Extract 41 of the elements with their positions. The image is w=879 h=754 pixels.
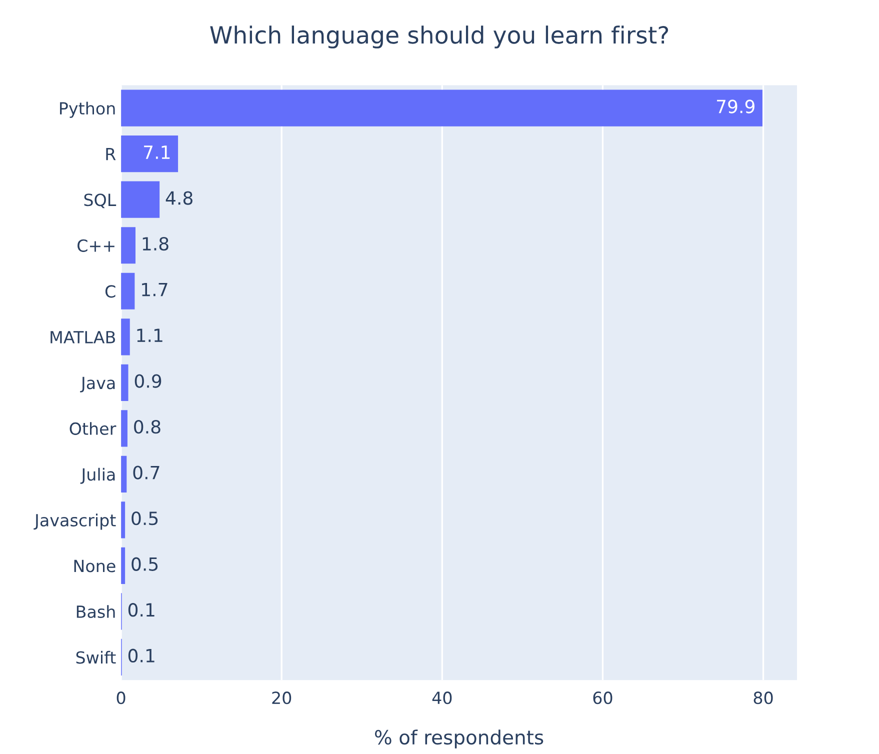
- y-tick-label: R: [106, 148, 116, 160]
- bar: [121, 410, 128, 447]
- y-tick-label: C: [105, 285, 116, 298]
- data-label: 1.8: [142, 236, 168, 251]
- y-tick-label: MATLAB: [50, 331, 115, 344]
- bar: [121, 318, 130, 356]
- bar: [121, 136, 178, 172]
- bar: [121, 181, 160, 218]
- data-label: 0.7: [133, 466, 160, 480]
- data-label: 7.1: [144, 146, 170, 159]
- x-tick-label: 80: [754, 692, 773, 704]
- x-tick-label: 20: [272, 692, 292, 704]
- y-tick-label: None: [74, 560, 116, 572]
- data-label: 0.8: [134, 420, 160, 434]
- data-label: 1.1: [137, 328, 162, 342]
- x-tick-label: 60: [593, 692, 612, 704]
- data-label: 1.7: [142, 282, 168, 296]
- y-tick-label: Other: [70, 422, 116, 435]
- y-tick-label: Javascript: [34, 514, 116, 530]
- x-tick-label: 40: [432, 692, 452, 704]
- y-tick-label: C++: [78, 239, 114, 252]
- bar: [121, 272, 135, 310]
- data-label: 0.5: [132, 557, 158, 571]
- x-axis-title: % of respondents: [375, 730, 544, 748]
- data-label: 0.5: [132, 512, 158, 526]
- data-label: 79.9: [716, 100, 754, 114]
- data-label: 4.8: [166, 191, 192, 205]
- y-tick-label: Python: [60, 102, 115, 118]
- data-label: 0.1: [128, 648, 154, 662]
- y-tick-label: Swift: [76, 650, 116, 664]
- bar: [121, 364, 128, 401]
- y-tick-label: SQL: [84, 194, 116, 208]
- data-label: 0.1: [128, 603, 154, 617]
- x-tick-label: 0: [116, 692, 126, 704]
- chart-title: Which language should you learn first?: [210, 26, 668, 48]
- y-tick-label: Java: [80, 376, 115, 392]
- bar: [121, 227, 136, 264]
- bar: [121, 90, 762, 126]
- y-tick-label: Bash: [76, 605, 115, 618]
- y-tick-label: Julia: [80, 468, 115, 484]
- data-label: 0.9: [134, 374, 162, 388]
